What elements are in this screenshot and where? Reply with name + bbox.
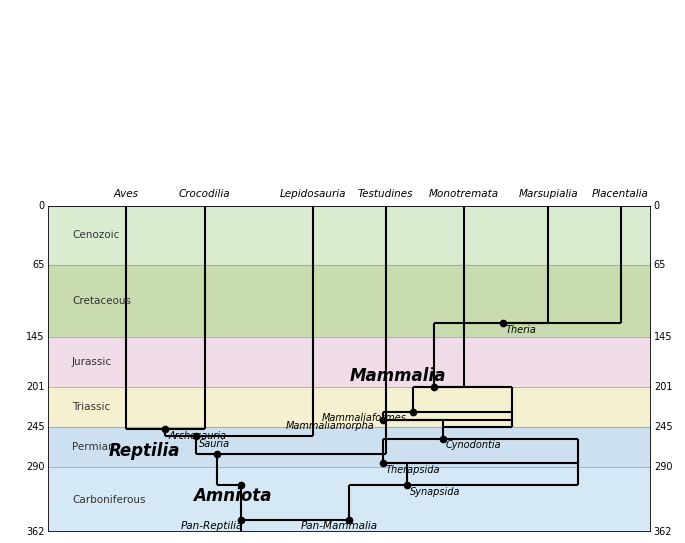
Text: Cynodontia: Cynodontia — [446, 440, 501, 450]
Bar — [48, 387, 651, 427]
Text: 65: 65 — [33, 260, 45, 270]
Text: 245: 245 — [26, 422, 45, 432]
Bar — [48, 265, 651, 337]
Text: Marsupialia: Marsupialia — [519, 189, 578, 199]
Text: 201: 201 — [653, 382, 672, 392]
Text: Reptilia: Reptilia — [108, 442, 179, 460]
Text: Archosauria: Archosauria — [169, 431, 227, 441]
Text: 245: 245 — [653, 422, 673, 432]
Text: Mammaliaformes: Mammaliaformes — [322, 413, 407, 424]
Text: Placentalia: Placentalia — [592, 189, 649, 199]
Text: Triassic: Triassic — [72, 402, 110, 412]
Text: Testudines: Testudines — [358, 189, 413, 199]
Bar — [48, 206, 651, 265]
Bar — [48, 427, 651, 468]
Text: 65: 65 — [653, 260, 666, 270]
Text: 145: 145 — [27, 332, 45, 342]
Text: Permian: Permian — [72, 441, 114, 452]
Text: 0: 0 — [653, 201, 660, 211]
Text: Carboniferous: Carboniferous — [72, 495, 145, 505]
Text: Mammalia: Mammalia — [349, 367, 446, 384]
Text: Jurassic: Jurassic — [72, 357, 112, 367]
Text: Synapsida: Synapsida — [410, 487, 460, 497]
Text: Aves: Aves — [114, 189, 139, 199]
Text: Amniota: Amniota — [192, 487, 271, 505]
Text: Lepidosauria: Lepidosauria — [280, 189, 347, 199]
Text: 362: 362 — [27, 527, 45, 537]
Text: Pan-Mammalia: Pan-Mammalia — [301, 521, 378, 532]
Text: Therapsida: Therapsida — [386, 465, 440, 475]
Text: 201: 201 — [27, 382, 45, 392]
Text: 290: 290 — [27, 462, 45, 472]
Text: Crocodilia: Crocodilia — [179, 189, 230, 199]
Text: 145: 145 — [653, 332, 672, 342]
Text: Sauria: Sauria — [199, 439, 229, 449]
Text: 0: 0 — [39, 201, 45, 211]
Text: 362: 362 — [653, 527, 672, 537]
Text: Cretaceous: Cretaceous — [72, 296, 131, 306]
Text: Monotremata: Monotremata — [429, 189, 499, 199]
Text: Pan-Reptilia: Pan-Reptilia — [181, 521, 243, 532]
Bar — [48, 337, 651, 387]
Text: Cenozoic: Cenozoic — [72, 230, 119, 240]
Text: 290: 290 — [653, 462, 672, 472]
Text: Theria: Theria — [506, 325, 537, 335]
Text: Mammaliamorpha: Mammaliamorpha — [286, 421, 375, 432]
Bar — [48, 468, 651, 532]
